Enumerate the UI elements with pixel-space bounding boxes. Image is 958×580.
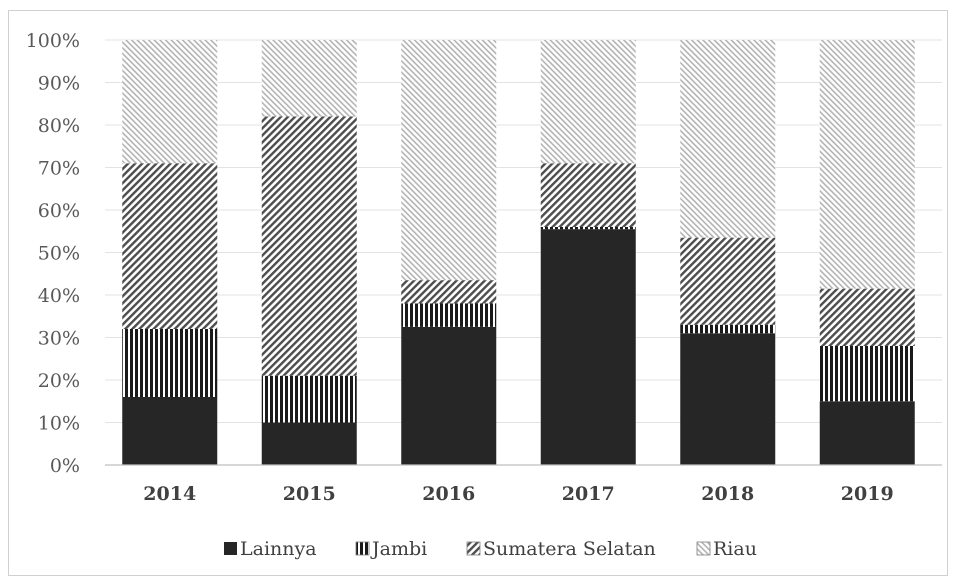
legend: Lainnya Jambi Sumatera Selatan Riau bbox=[224, 538, 757, 560]
y-tick-label: 90% bbox=[38, 73, 80, 95]
legend-label: Jambi bbox=[370, 538, 427, 560]
y-tick-label: 60% bbox=[38, 200, 80, 222]
bar-segment-lainnya bbox=[680, 333, 776, 465]
bar-segment-sumatera-selatan bbox=[819, 288, 915, 346]
bar-segment-riau bbox=[122, 40, 218, 164]
x-tick-label: 2017 bbox=[562, 483, 615, 505]
bar-segment-riau bbox=[540, 40, 636, 164]
x-tick-label: 2014 bbox=[143, 483, 196, 505]
x-tick-label: 2015 bbox=[283, 483, 336, 505]
y-tick-label: 10% bbox=[38, 413, 80, 435]
y-tick-label: 40% bbox=[38, 285, 80, 307]
bar-segment-lainnya bbox=[540, 229, 636, 465]
legend-swatch bbox=[355, 541, 370, 556]
bar-segment-sumatera-selatan bbox=[540, 163, 636, 227]
bar-segment-sumatera-selatan bbox=[261, 116, 357, 376]
bar-segment-jambi bbox=[401, 303, 497, 327]
legend-swatch bbox=[224, 542, 237, 555]
legend-label: Lainnya bbox=[240, 538, 317, 560]
bar-segment-jambi bbox=[680, 324, 776, 334]
bar-segment-lainnya bbox=[261, 422, 357, 465]
bar-segment-riau bbox=[680, 40, 776, 238]
axes: 0% 10% 20% 30% 40% 50% 60% 70% 80% 90% 100% 2014 201… bbox=[26, 30, 942, 505]
gridlines bbox=[105, 39, 942, 423]
bar-segment-lainnya bbox=[122, 397, 218, 465]
bar-segment-riau bbox=[401, 40, 497, 281]
y-tick-label: 0% bbox=[50, 455, 80, 477]
y-tick-label: 80% bbox=[38, 115, 80, 137]
bar-segment-sumatera-selatan bbox=[122, 163, 218, 329]
bar-segment-riau bbox=[261, 40, 357, 117]
y-tick-label: 20% bbox=[38, 370, 80, 392]
y-tick-label: 50% bbox=[38, 243, 80, 265]
bar-segment-jambi bbox=[540, 227, 636, 230]
bars bbox=[122, 40, 915, 465]
bar-segment-jambi bbox=[122, 329, 218, 397]
bar-segment-jambi bbox=[261, 375, 357, 423]
x-tick-label: 2018 bbox=[701, 483, 754, 505]
y-tick-label: 70% bbox=[38, 158, 80, 180]
y-tick-label: 30% bbox=[38, 328, 80, 350]
x-tick-label: 2019 bbox=[841, 483, 894, 505]
x-tick-label: 2016 bbox=[422, 483, 475, 505]
legend-label: Sumatera Selatan bbox=[483, 538, 656, 560]
bar-segment-sumatera-selatan bbox=[401, 280, 497, 304]
bar-segment-lainnya bbox=[819, 401, 915, 465]
legend-label: Riau bbox=[713, 538, 757, 560]
bar-segment-jambi bbox=[819, 346, 915, 402]
bar-segment-riau bbox=[819, 40, 915, 289]
bar-segment-lainnya bbox=[401, 326, 497, 465]
y-tick-label: 100% bbox=[26, 30, 80, 52]
legend-swatch bbox=[696, 541, 711, 556]
bar-segment-sumatera-selatan bbox=[680, 237, 776, 325]
legend-swatch bbox=[466, 541, 481, 556]
